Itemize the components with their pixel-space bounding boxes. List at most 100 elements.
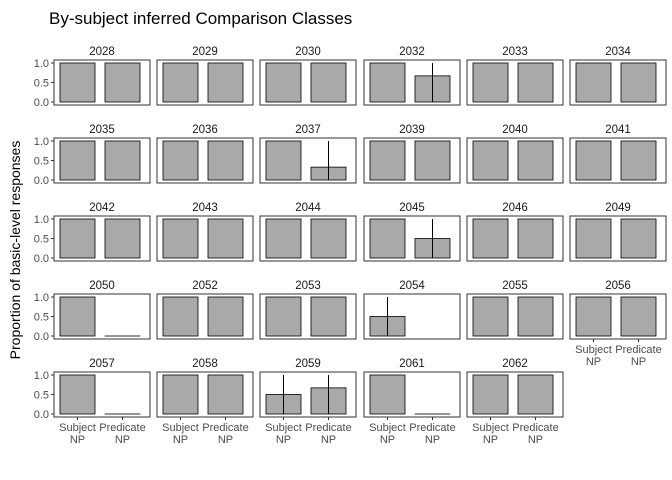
- bar-predicate-np: [518, 141, 553, 180]
- bar-subject-np: [60, 375, 95, 414]
- panel-title: 2035: [89, 124, 115, 136]
- panel-title: 2055: [502, 280, 528, 292]
- panel-2049: 2049: [570, 202, 666, 261]
- panel-2035: 2035 0.0 0.5 1.0: [34, 124, 150, 187]
- panel-2046: 2046: [467, 202, 563, 261]
- bar-subject-np: [576, 297, 611, 336]
- panel-title: 2054: [399, 280, 425, 292]
- y-axis-label: Proportion of basic-level responses: [7, 141, 23, 360]
- panel-title: 2028: [89, 46, 115, 58]
- bar-subject-np: [576, 141, 611, 180]
- bar-predicate-np: [208, 297, 243, 336]
- bar-subject-np: [370, 375, 405, 414]
- bar-predicate-np: [208, 219, 243, 258]
- x-tick-label-subject-np: Subject NP: [575, 344, 612, 368]
- panel-title: 2053: [295, 280, 321, 292]
- bar-predicate-np: [208, 141, 243, 180]
- bar-subject-np: [266, 219, 301, 258]
- panel-2033: 2033: [467, 46, 563, 105]
- bar-subject-np: [163, 297, 198, 336]
- panel-2053: 2053: [260, 280, 356, 339]
- bar-predicate-np: [311, 63, 346, 102]
- panel-2030: 2030: [260, 46, 356, 105]
- panel-2044: 2044: [260, 202, 356, 261]
- panel-title: 2034: [605, 46, 631, 58]
- panel-2034: 2034: [570, 46, 666, 105]
- x-tick-label-subject-np: Subject NP: [369, 422, 406, 446]
- bar-subject-np: [163, 375, 198, 414]
- bar-predicate-np: [621, 141, 656, 180]
- y-tick-label: 0.0: [34, 175, 49, 187]
- panel-title: 2039: [399, 124, 425, 136]
- panel-title: 2042: [89, 202, 115, 214]
- x-tick-label-subject-np: Subject NP: [59, 422, 96, 446]
- y-tick-label: 0.5: [34, 78, 49, 90]
- y-tick-label: 0.0: [34, 331, 49, 343]
- bar-predicate-np: [518, 63, 553, 102]
- x-tick-label-subject-np: Subject NP: [265, 422, 302, 446]
- panel-title: 2057: [89, 358, 115, 370]
- bar-predicate-np: [518, 297, 553, 336]
- bar-predicate-np: [311, 297, 346, 336]
- bar-predicate-np: [621, 219, 656, 258]
- bar-predicate-np: [105, 63, 140, 102]
- panel-title: 2032: [399, 46, 425, 58]
- bar-subject-np: [473, 141, 508, 180]
- bar-predicate-np: [208, 63, 243, 102]
- y-tick-label: 1.0: [34, 136, 49, 148]
- x-tick-label-predicate-np: Predicate NP: [99, 422, 145, 446]
- x-tick-label-predicate-np: Predicate NP: [512, 422, 558, 446]
- y-tick-label: 1.0: [34, 370, 49, 382]
- bar-subject-np: [473, 375, 508, 414]
- bar-subject-np: [370, 141, 405, 180]
- panel-title: 2058: [192, 358, 218, 370]
- bar-subject-np: [473, 297, 508, 336]
- panel-2028: 2028 0.0 0.5 1.0: [34, 46, 150, 109]
- panel-2052: 2052: [157, 280, 253, 339]
- y-tick-label: 0.5: [34, 234, 49, 246]
- bar-subject-np: [163, 141, 198, 180]
- bar-subject-np: [473, 219, 508, 258]
- bar-subject-np: [576, 63, 611, 102]
- x-tick-label-subject-np: Subject NP: [162, 422, 199, 446]
- panel-title: 2044: [295, 202, 321, 214]
- panel-title: 2056: [605, 280, 631, 292]
- panel-2045: 2045: [364, 202, 460, 261]
- x-tick-label-predicate-np: Predicate NP: [409, 422, 455, 446]
- y-tick-label: 0.5: [34, 312, 49, 324]
- panel-2042: 2042 0.0 0.5 1.0: [34, 202, 150, 265]
- bar-subject-np: [60, 297, 95, 336]
- panel-2036: 2036: [157, 124, 253, 183]
- panel-2032: 2032: [364, 46, 460, 105]
- panel-title: 2045: [399, 202, 425, 214]
- panel-title: 2061: [399, 358, 425, 370]
- panel-title: 2049: [605, 202, 631, 214]
- bar-subject-np: [370, 63, 405, 102]
- panel-title: 2062: [502, 358, 528, 370]
- bar-subject-np: [576, 219, 611, 258]
- panel-title: 2030: [295, 46, 321, 58]
- bar-predicate-np: [518, 219, 553, 258]
- bar-predicate-np: [621, 63, 656, 102]
- panel-title: 2040: [502, 124, 528, 136]
- panel-2029: 2029: [157, 46, 253, 105]
- y-tick-label: 1.0: [34, 58, 49, 70]
- bar-subject-np: [473, 63, 508, 102]
- panel-title: 2037: [295, 124, 321, 136]
- x-tick-label-subject-np: Subject NP: [472, 422, 509, 446]
- y-tick-label: 0.0: [34, 409, 49, 421]
- panel-title: 2046: [502, 202, 528, 214]
- bar-subject-np: [163, 219, 198, 258]
- panel-title: 2033: [502, 46, 528, 58]
- bar-predicate-np: [105, 141, 140, 180]
- bar-subject-np: [266, 141, 301, 180]
- x-tick-label-predicate-np: Predicate NP: [615, 344, 661, 368]
- bar-subject-np: [163, 63, 198, 102]
- y-tick-label: 0.0: [34, 97, 49, 109]
